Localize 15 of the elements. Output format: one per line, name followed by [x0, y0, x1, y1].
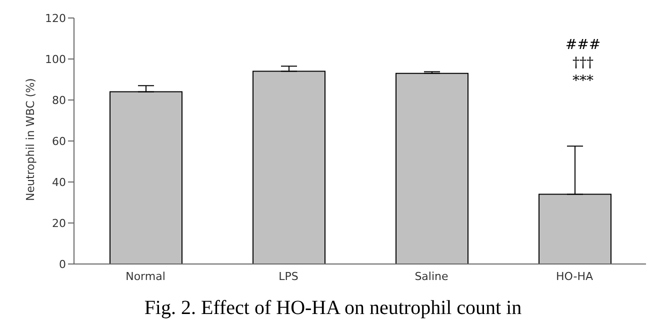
y-axis-title: Neutrophil in WBC (%) [24, 78, 37, 201]
y-tick-label: 0 [59, 258, 66, 271]
x-tick-label: HO-HA [556, 270, 594, 283]
y-tick-label: 60 [52, 134, 66, 148]
x-tick-label: Saline [414, 270, 449, 283]
y-tick-label: 20 [52, 216, 66, 230]
significance-marks: ### ††† *** [564, 36, 602, 90]
x-tick-label: Normal [126, 270, 166, 283]
y-tick-label: 40 [52, 176, 66, 189]
y-tick-label: 100 [45, 52, 66, 66]
y-tick-label: 80 [52, 94, 66, 107]
bar [396, 72, 468, 264]
y-tick-label: 120 [45, 12, 66, 25]
x-tick-label: LPS [278, 270, 298, 283]
caption: Fig. 2. Effect of HO-HA on neutrophil count in [143, 297, 523, 320]
